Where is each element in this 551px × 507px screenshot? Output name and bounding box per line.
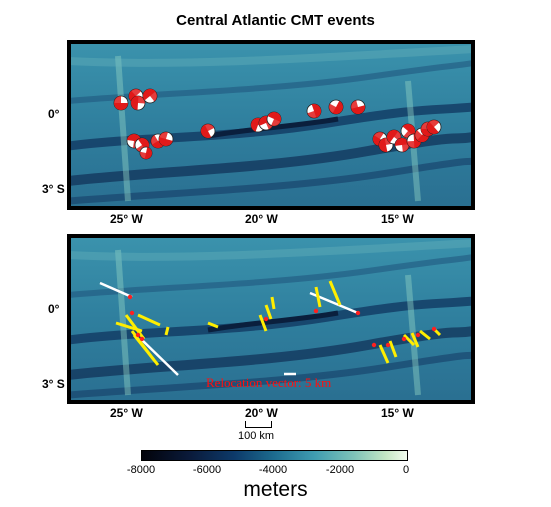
lat-label-0: 0° (48, 107, 60, 121)
lon-label-20w-b: 20° W (245, 406, 278, 420)
map-frame-left (68, 41, 71, 209)
lon-label-25w-b: 25° W (110, 406, 143, 420)
lon-label-20w: 20° W (245, 212, 278, 226)
scale-bar-label: 100 km (238, 430, 275, 442)
focal-mechanism-quadrant (407, 140, 421, 149)
focal-mechanism-quadrant (201, 124, 215, 135)
lat-label-3s-b: 3° S (42, 377, 65, 391)
focal-mechanism-quadrant (373, 132, 384, 145)
colorbar-tick-2000: -2000 (325, 464, 355, 476)
map-frame-top (68, 41, 474, 44)
lat-label-3s: 3° S (42, 182, 65, 196)
map2-frame-left (68, 235, 71, 403)
bathymetry-map-relocations (67, 234, 475, 404)
map2-frame-top (68, 235, 474, 238)
relocation-vectors-yellow (115, 280, 442, 366)
focal-mechanism-quadrant (350, 100, 360, 114)
depth-colorbar (141, 450, 408, 461)
map2-frame-right (471, 235, 474, 403)
lon-label-25w: 25° W (110, 212, 143, 226)
focal-mechanism-quadrant (427, 120, 440, 132)
colorbar-units: meters (243, 478, 308, 501)
map-title: Central Atlantic CMT events (176, 12, 375, 29)
focal-mechanism-quadrant (329, 103, 343, 115)
lat-label-0-b: 0° (48, 302, 60, 316)
map2-frame-bottom (68, 400, 474, 403)
colorbar-tick-8000: -8000 (126, 464, 156, 476)
map-frame-bottom (68, 206, 474, 209)
colorbar-tick-0: 0 (402, 464, 410, 476)
focal-mechanism-quadrant (159, 132, 168, 146)
relocation-vector-label: Relocation vector: 5 km (206, 375, 332, 390)
focal-mechanism-quadrant (114, 96, 121, 110)
focal-mechanism-group (113, 88, 442, 160)
focal-mechanism-quadrant (388, 130, 401, 142)
bathymetry-map-cmt (67, 40, 475, 210)
focal-mechanism-quadrant (415, 130, 428, 142)
colorbar-tick-4000: -4000 (258, 464, 288, 476)
epicenter-dots (127, 294, 437, 348)
bathymetry-image (68, 41, 474, 209)
focal-mechanism-quadrant (307, 108, 321, 118)
scale-bar (245, 421, 272, 428)
colorbar-tick-6000: -6000 (192, 464, 222, 476)
focal-mechanism-quadrant (131, 96, 145, 104)
lon-label-15w: 15° W (381, 212, 414, 226)
lon-label-15w-b: 15° W (381, 406, 414, 420)
focal-mechanism-quadrant (151, 134, 162, 148)
map-frame-right (471, 41, 474, 209)
focal-mechanism-quadrant (140, 151, 152, 159)
focal-mechanism-quadrant (271, 112, 281, 126)
bathymetry-image-2 (68, 235, 474, 403)
focal-mechanism-quadrant (129, 89, 142, 101)
focal-mechanism-quadrant (145, 89, 157, 102)
focal-mechanism-quadrant (421, 122, 429, 136)
